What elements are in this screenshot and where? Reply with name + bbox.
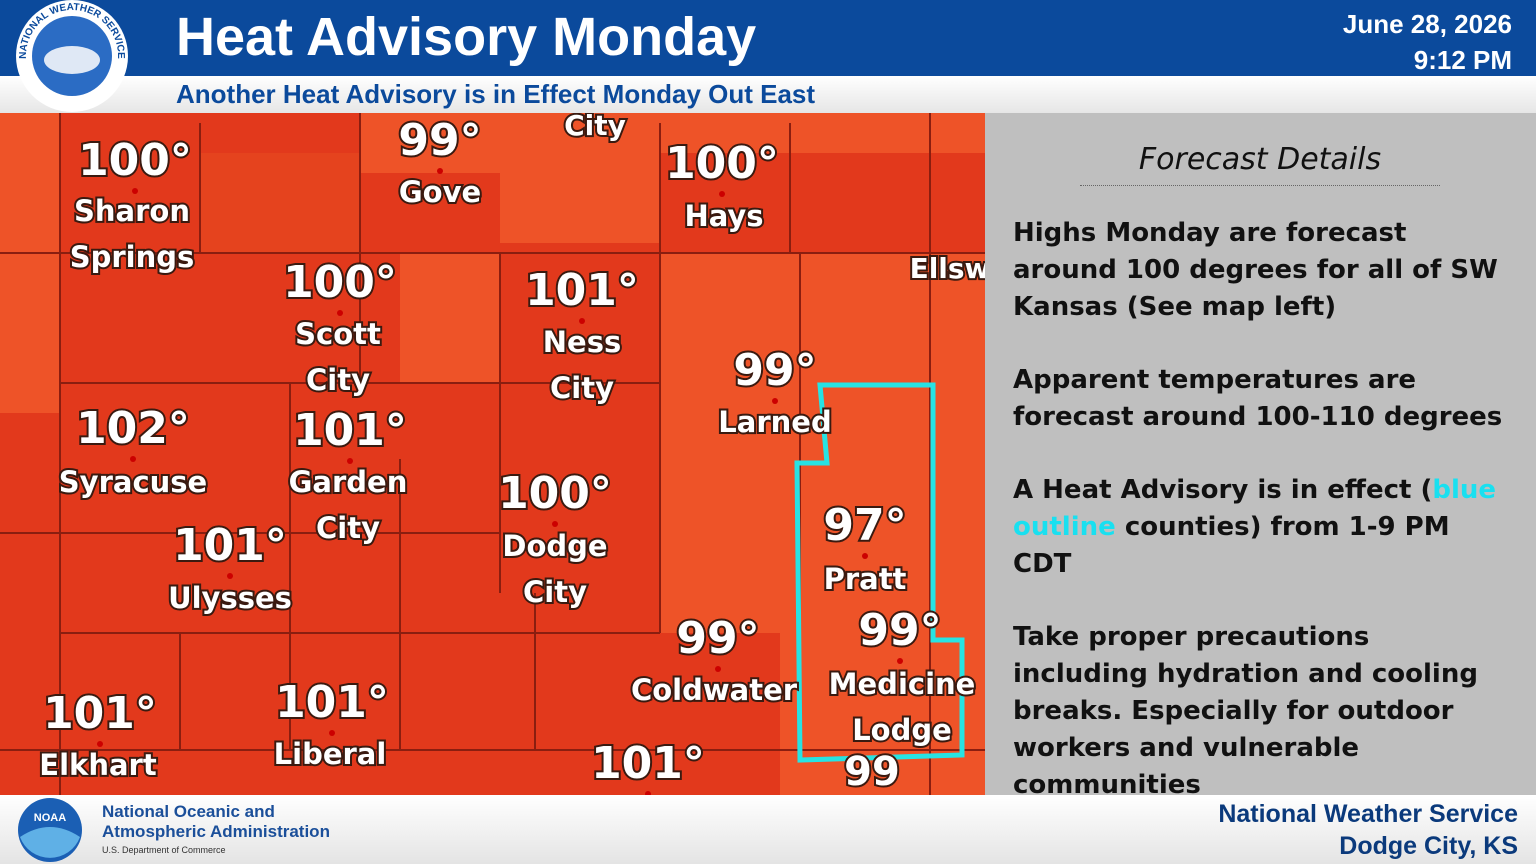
temperature: 99° (398, 115, 481, 166)
divider (1080, 185, 1440, 186)
city-dot (97, 741, 103, 747)
city-dot (437, 168, 443, 174)
office-line: Dodge City, KS (1339, 832, 1518, 860)
agency-line: Atmospheric Administration (102, 822, 330, 841)
details-panel (985, 113, 1536, 795)
paragraph-text: Take proper precautions including hydrat… (1013, 622, 1478, 800)
details-paragraph: Take proper precautions including hydrat… (1013, 619, 1513, 804)
temperature: 100° (498, 468, 612, 519)
footer (0, 795, 1536, 864)
city-name: Ulysses (168, 581, 292, 615)
office-line: National Weather Service (1218, 800, 1518, 828)
temperature: 101° (43, 688, 157, 739)
city-dot (132, 188, 138, 194)
header-bar (0, 0, 1536, 76)
city-name: City (316, 511, 380, 545)
subtitle: Another Heat Advisory is in Effect Monda… (176, 79, 816, 109)
city-name: Hays (684, 199, 763, 233)
city-dot (329, 730, 335, 736)
temperature: 99° (733, 345, 816, 396)
city-name: City (550, 371, 614, 405)
temperature: 101° (591, 738, 705, 789)
city-name: Springs (70, 240, 195, 274)
nws-logo: NATIONAL WEATHER SERVICE (16, 0, 128, 112)
noaa-logo-text: NOAA (34, 812, 66, 824)
city-name: Ness (543, 325, 621, 359)
temperature: 100° (665, 138, 779, 189)
city-dot (337, 310, 343, 316)
temperature: 101° (173, 520, 287, 571)
city-dot (719, 191, 725, 197)
city-name: City (306, 363, 370, 397)
city-name: Medicine (829, 667, 976, 701)
city-dot (130, 456, 136, 462)
city-name: Syracuse (59, 465, 207, 499)
city-name: City (523, 575, 587, 609)
temperature: 101° (275, 677, 389, 728)
map: 100° Sharon Springs 99° Gove 100° Hays 100° Scot… (0, 113, 985, 795)
city-dot (552, 521, 558, 527)
city-name: Dodge (502, 529, 607, 563)
agency-line: National Oceanic and (102, 802, 275, 821)
temperature: 100° (78, 135, 192, 186)
partial-label: Ellsw (910, 252, 985, 285)
details-paragraph: Apparent temperatures are forecast aroun… (1013, 362, 1513, 436)
time: 9:12 PM (1413, 45, 1512, 75)
temperature: 102° (76, 403, 190, 454)
city-name: Pratt (824, 562, 907, 596)
paragraph-text: counties) from 1-9 PM CDT (1013, 512, 1450, 579)
city-name: Scott (295, 317, 381, 351)
date: June 28, 2026 (1342, 9, 1512, 39)
city-dot (347, 458, 353, 464)
temperature: 101° (525, 265, 639, 316)
department: U.S. Department of Commerce (102, 845, 226, 855)
paragraph-text: blue outline (1013, 475, 1497, 542)
city-dot (645, 791, 651, 795)
city-name: Garden (289, 465, 408, 499)
city-dot (772, 398, 778, 404)
city-name: Elkhart (39, 748, 157, 782)
city-name: Gove (399, 175, 481, 209)
details-paragraph: Highs Monday are forecast around 100 deg… (1013, 215, 1513, 326)
details-heading: Forecast Details (1138, 142, 1382, 177)
temperature: 99° (676, 613, 759, 664)
city-name: Liberal (274, 737, 387, 771)
temperature: 99° (858, 605, 941, 656)
title: Heat Advisory Monday (176, 7, 757, 67)
city-dot (579, 318, 585, 324)
city-name: Larned (718, 405, 831, 439)
city-dot (227, 573, 233, 579)
partial-label: City (564, 113, 626, 142)
city-dot (897, 658, 903, 664)
temperature: 100° (283, 257, 397, 308)
details-paragraph: A Heat Advisory is in effect (blue outli… (1013, 472, 1513, 583)
city-dot (862, 553, 868, 559)
city-name: Lodge (852, 713, 952, 747)
temperature: 97° (823, 500, 906, 551)
city-name: Sharon (74, 194, 190, 228)
paragraph-text: Apparent temperatures are forecast aroun… (1013, 365, 1503, 432)
noaa-logo: NOAA (18, 798, 82, 862)
city-dot (715, 666, 721, 672)
temperature: 101° (293, 405, 407, 456)
partial-label: 99 (844, 749, 900, 795)
paragraph-text: Highs Monday are forecast around 100 deg… (1013, 218, 1498, 322)
paragraph-text: A Heat Advisory is in effect ( (1013, 475, 1433, 505)
subtitle-bar (0, 76, 1536, 113)
city-name: Coldwater (631, 673, 798, 707)
